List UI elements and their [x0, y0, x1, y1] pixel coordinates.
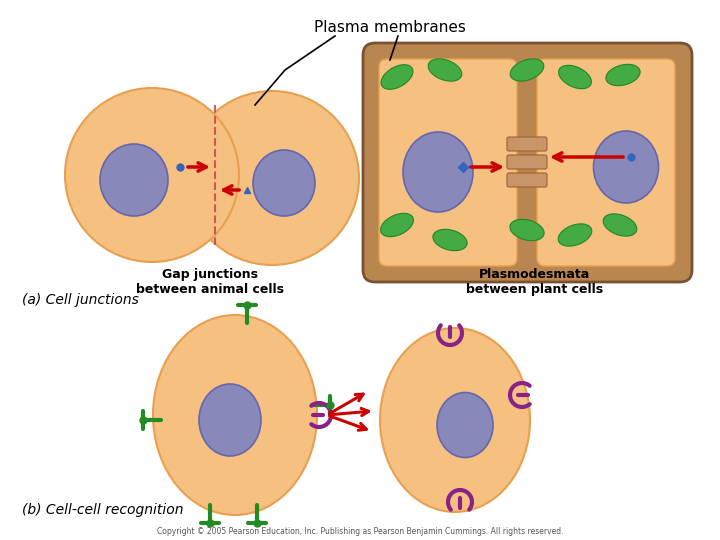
- Ellipse shape: [380, 328, 530, 512]
- Text: Plasmodesmata
between plant cells: Plasmodesmata between plant cells: [467, 268, 603, 296]
- Text: Plasma membranes: Plasma membranes: [314, 21, 466, 36]
- Ellipse shape: [381, 65, 413, 89]
- Ellipse shape: [253, 150, 315, 216]
- Ellipse shape: [437, 393, 493, 457]
- Text: (a) Cell junctions: (a) Cell junctions: [22, 293, 139, 307]
- Ellipse shape: [593, 131, 659, 203]
- Ellipse shape: [185, 91, 359, 265]
- Ellipse shape: [510, 219, 544, 241]
- Text: Gap junctions
between animal cells: Gap junctions between animal cells: [136, 268, 284, 296]
- Ellipse shape: [100, 144, 168, 216]
- Text: (b) Cell-cell recognition: (b) Cell-cell recognition: [22, 503, 184, 517]
- Ellipse shape: [433, 230, 467, 251]
- Ellipse shape: [510, 59, 544, 81]
- Text: Copyright © 2005 Pearson Education, Inc. Publishing as Pearson Benjamin Cummings: Copyright © 2005 Pearson Education, Inc.…: [157, 527, 563, 536]
- Ellipse shape: [403, 132, 473, 212]
- FancyBboxPatch shape: [507, 155, 547, 169]
- FancyBboxPatch shape: [379, 59, 517, 266]
- FancyBboxPatch shape: [507, 137, 547, 151]
- FancyBboxPatch shape: [537, 59, 675, 266]
- FancyBboxPatch shape: [363, 43, 692, 282]
- Ellipse shape: [199, 384, 261, 456]
- Ellipse shape: [603, 214, 636, 236]
- Ellipse shape: [559, 65, 591, 89]
- Ellipse shape: [65, 88, 239, 262]
- Ellipse shape: [381, 213, 413, 237]
- Ellipse shape: [606, 64, 640, 86]
- FancyBboxPatch shape: [507, 173, 547, 187]
- Ellipse shape: [428, 59, 462, 81]
- Ellipse shape: [558, 224, 592, 246]
- Ellipse shape: [153, 315, 317, 515]
